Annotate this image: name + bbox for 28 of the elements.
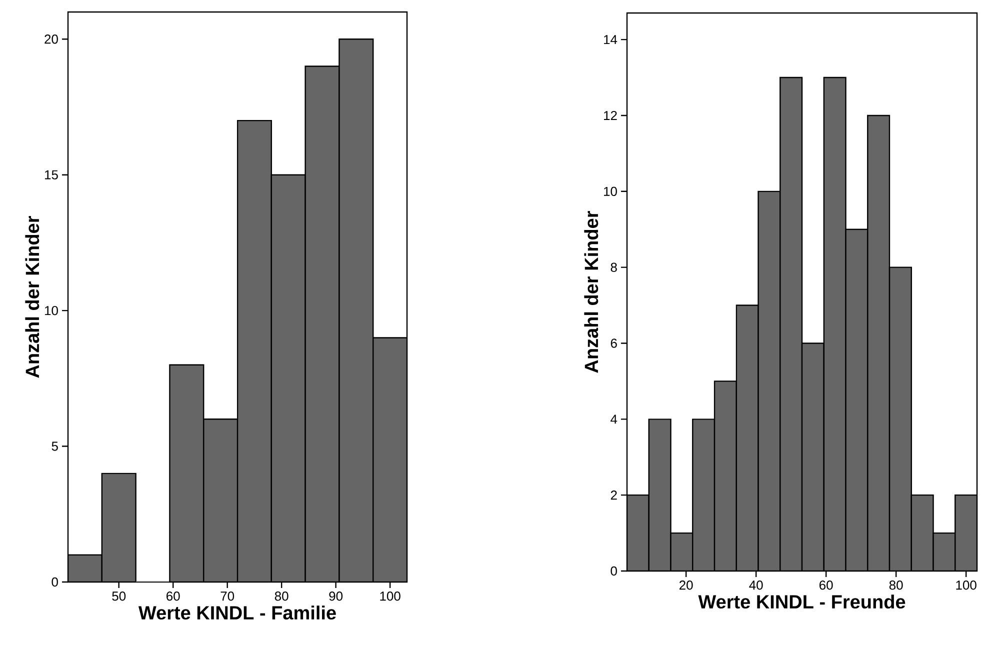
x-axis-title: Werte KINDL - Familie [138, 606, 336, 620]
x-tick-label: 20 [680, 580, 693, 590]
y-tick-label: 5 [52, 442, 58, 451]
x-tick-label: 60 [166, 592, 180, 601]
y-tick-label: 4 [610, 414, 618, 424]
x-tick-label: 40 [749, 580, 763, 590]
y-tick-label: 6 [610, 338, 617, 348]
y-tick-label: 10 [604, 186, 617, 196]
y-tick-label: 14 [604, 35, 618, 44]
x-tick-label: 80 [274, 592, 288, 601]
x-tick-label: 100 [956, 580, 976, 590]
x-tick-label: 80 [889, 580, 903, 590]
y-axis-title: Anzahl der Kinder [25, 216, 40, 378]
y-tick-label: 2 [610, 490, 617, 500]
y-axis-title: Anzahl der Kinder [584, 211, 598, 373]
x-axis-title: Werte KINDL - Freunde [698, 594, 906, 609]
x-tick-label: 50 [112, 592, 126, 601]
y-tick-label: 0 [610, 566, 617, 576]
x-tick-label: 70 [220, 592, 234, 601]
x-tick-label: 60 [820, 580, 833, 590]
y-tick-label: 12 [604, 110, 617, 120]
x-tick-label: 100 [380, 592, 400, 601]
x-tick-label: 90 [329, 592, 343, 601]
y-tick-label: 20 [44, 34, 58, 44]
y-tick-label: 0 [52, 577, 58, 587]
y-tick-label: 15 [45, 170, 58, 180]
y-tick-label: 8 [610, 262, 617, 272]
y-tick-label: 10 [45, 306, 58, 316]
